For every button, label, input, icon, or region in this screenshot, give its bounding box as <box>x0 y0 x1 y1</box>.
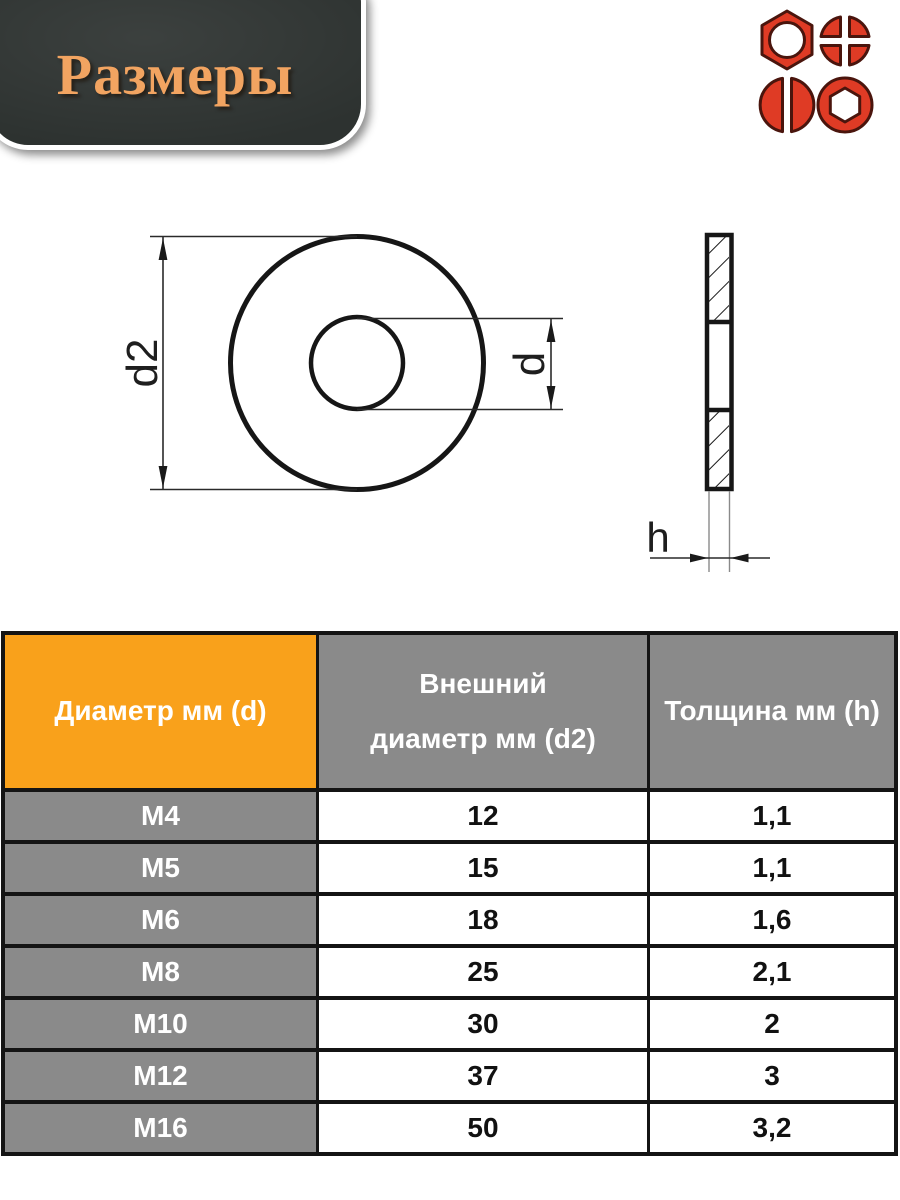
arrow-up-icon <box>158 238 168 260</box>
table-row: M12 37 3 <box>1 1048 898 1104</box>
washer-front-view <box>228 234 486 492</box>
dimension-d <box>357 317 563 411</box>
cell-h: 1,1 <box>647 840 898 896</box>
cell-d2: 15 <box>316 840 650 896</box>
cell-d2: 18 <box>316 892 650 948</box>
arrow-up-icon <box>546 320 556 342</box>
cell-d: M6 <box>1 892 319 948</box>
cell-h: 3 <box>647 1048 898 1104</box>
phillips-head-icon <box>819 15 871 67</box>
cell-h: 2,1 <box>647 944 898 1000</box>
table-header-row: Диаметр мм (d) Внешний диаметр мм (d2) Т… <box>1 631 898 792</box>
page-title: Размеры <box>56 41 294 107</box>
cell-d: M10 <box>1 996 319 1052</box>
arrow-right-icon <box>690 553 708 563</box>
cell-d: M8 <box>1 944 319 1000</box>
cell-d: M12 <box>1 1048 319 1104</box>
cell-h: 1,1 <box>647 788 898 844</box>
fasteners-logo <box>758 9 874 134</box>
outer-circle <box>228 234 486 492</box>
hex-socket-icon <box>816 76 874 134</box>
cell-d2: 25 <box>316 944 650 1000</box>
washer-section-view <box>704 232 734 492</box>
column-header-d: Диаметр мм (d) <box>1 631 319 792</box>
slotted-head-icon <box>758 76 816 134</box>
label-d2: d2 <box>118 339 167 388</box>
table-row: M4 12 1,1 <box>1 788 898 844</box>
cell-d2: 37 <box>316 1048 650 1104</box>
washer-table-body: M4 12 1,1 M5 15 1,1 M6 18 1,6 M8 25 2,1 M10 30 2 M12 37 3… <box>1 788 898 1156</box>
hex-nut-icon <box>760 9 814 71</box>
column-header-d2: Внешний диаметр мм (d2) <box>316 631 650 792</box>
label-h: h <box>646 514 669 561</box>
title-banner: Размеры <box>0 0 366 150</box>
table-row: M6 18 1,6 <box>1 892 898 948</box>
table-row: M8 25 2,1 <box>1 944 898 1000</box>
dimension-d2 <box>150 235 357 491</box>
column-header-h: Толщина мм (h) <box>647 631 898 792</box>
arrow-down-icon <box>546 386 556 408</box>
arrow-down-icon <box>158 466 168 488</box>
cell-d2: 12 <box>316 788 650 844</box>
arrow-left-icon <box>730 553 749 563</box>
cell-h: 2 <box>647 996 898 1052</box>
inner-hole-circle <box>308 314 406 412</box>
label-d: d <box>505 352 554 376</box>
washer-size-table: Диаметр мм (d) Внешний диаметр мм (d2) Т… <box>1 631 898 1156</box>
table-row: M10 30 2 <box>1 996 898 1052</box>
logo-shapes <box>758 9 874 134</box>
cell-d2: 50 <box>316 1100 650 1156</box>
table-row: M16 50 3,2 <box>1 1100 898 1156</box>
table-row: M5 15 1,1 <box>1 840 898 896</box>
cell-d: M5 <box>1 840 319 896</box>
dimension-h <box>650 491 770 572</box>
cell-d2: 30 <box>316 996 650 1052</box>
cell-d: M16 <box>1 1100 319 1156</box>
cell-h: 3,2 <box>647 1100 898 1156</box>
cell-h: 1,6 <box>647 892 898 948</box>
cell-d: M4 <box>1 788 319 844</box>
